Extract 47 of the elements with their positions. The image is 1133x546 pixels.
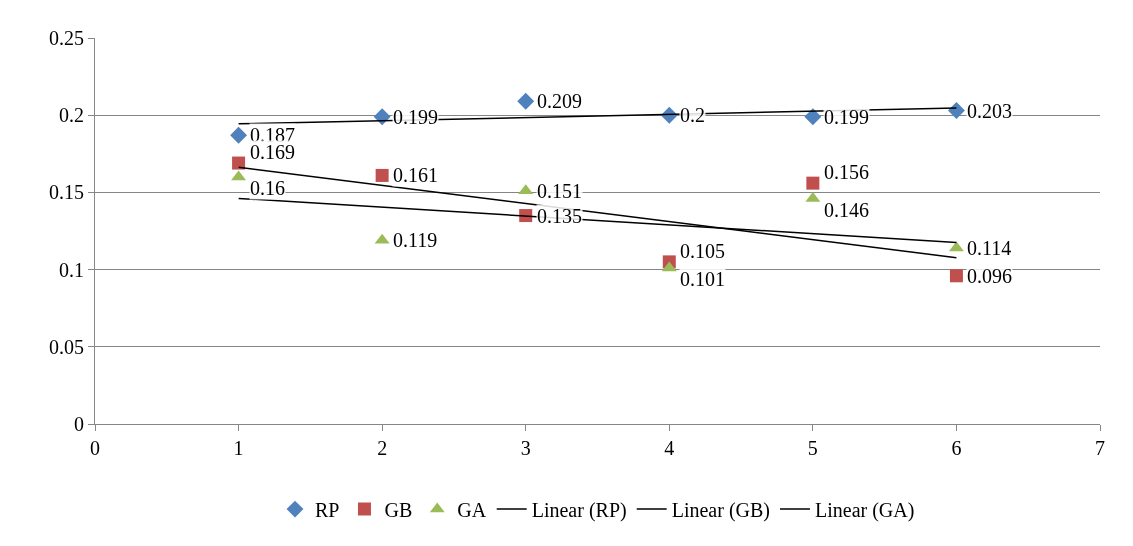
data-label: 0.096 [967,265,1012,287]
data-label: 0.119 [393,229,438,251]
point [230,126,248,144]
data-label: 0.199 [824,106,869,128]
data-label: 0.209 [537,90,582,112]
data-label: 0.114 [967,237,1012,259]
y-tick-label: 0.05 [49,335,84,358]
legend-label: RP [315,498,340,521]
y-tick-label: 0.25 [49,27,84,49]
y-tick-label: 0 [74,413,84,435]
x-tick-label: 5 [807,437,818,459]
x-tick-label: 6 [951,437,962,459]
x-tick-label: 3 [520,437,531,459]
legend-label: GB [384,498,413,521]
data-label: 0.151 [537,180,582,202]
y-tick-label: 0.2 [59,104,84,127]
x-tick-label: 2 [377,437,388,459]
point [947,102,965,120]
x-tick-label: 0 [90,437,100,459]
data-label: 0.161 [393,164,438,186]
y-tick-label: 0.15 [49,181,84,204]
legend-label: Linear (GA) [814,498,915,522]
data-label: 0.156 [824,161,869,183]
point [373,108,391,126]
data-label: 0.101 [680,268,725,290]
data-label: 0.105 [680,240,725,262]
data-label: 0.169 [250,141,295,163]
data-label: 0.135 [537,205,582,227]
legend-label: Linear (GB) [671,498,770,522]
data-label: 0.16 [250,177,285,199]
point [949,269,963,283]
point [806,176,820,190]
data-label: 0.199 [393,106,438,128]
point [232,156,246,170]
legend-label: GA [457,498,487,521]
point [517,92,535,110]
data-label: 0.203 [967,100,1012,122]
data-label: 0.187 [250,124,295,146]
point [804,108,822,126]
point [375,168,389,182]
x-tick-label: 4 [664,437,675,459]
x-tick-label: 7 [1095,437,1105,459]
y-tick-label: 0.1 [59,258,84,281]
x-tick-label: 1 [233,437,244,459]
data-label: 0.146 [824,199,869,221]
data-label: 0.2 [680,104,705,126]
legend-label: Linear (RP) [531,498,627,522]
